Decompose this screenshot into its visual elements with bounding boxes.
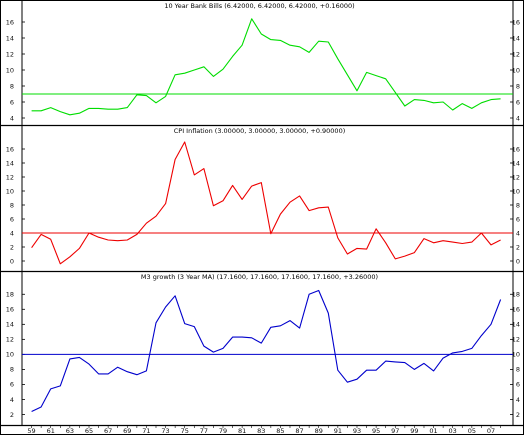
x-tick-label: 81 xyxy=(238,427,246,435)
x-tick-label: 89 xyxy=(315,427,323,435)
x-tick-label: 75 xyxy=(181,427,189,435)
y-tick-label-left: 8 xyxy=(10,366,14,374)
panel-2: CPI Inflation (3.00000, 3.00000, 3.00000… xyxy=(0,124,524,271)
y-tick-label-left: 10 xyxy=(6,351,14,359)
y-tick-label-left: 2 xyxy=(10,411,14,419)
series-line xyxy=(31,18,501,116)
y-tick-label-left: 14 xyxy=(6,34,14,42)
y-tick-label-left: 12 xyxy=(6,173,14,181)
y-tick-label-right: 18 xyxy=(512,291,520,299)
y-tick-label-right: 2 xyxy=(516,411,520,419)
y-tick-label-right: 16 xyxy=(512,18,520,26)
y-tick-label-right: 16 xyxy=(512,306,520,314)
y-tick-label-left: 14 xyxy=(6,321,14,329)
y-tick-label-right: 12 xyxy=(512,336,520,344)
y-tick-label-right: 6 xyxy=(516,381,520,389)
panel-title: 10 Year Bank Bills (6.42000, 6.42000, 6.… xyxy=(164,2,354,10)
y-tick-label-right: 14 xyxy=(512,34,520,42)
x-tick-label: 01 xyxy=(429,427,437,435)
series-line xyxy=(31,289,502,412)
y-tick-label-right: 0 xyxy=(516,257,520,265)
series-line xyxy=(31,141,501,265)
y-tick-label-right: 8 xyxy=(516,366,520,374)
y-tick-label-right: 6 xyxy=(516,215,520,223)
y-tick-label-right: 2 xyxy=(516,243,520,251)
x-tick-label: 95 xyxy=(372,427,380,435)
y-tick-label-left: 4 xyxy=(10,114,14,122)
y-tick-label-right: 8 xyxy=(516,201,520,209)
y-tick-label-right: 10 xyxy=(512,351,520,359)
y-tick-label-left: 12 xyxy=(6,336,14,344)
x-tick-label: 91 xyxy=(334,427,342,435)
y-tick-label-left: 16 xyxy=(6,18,14,26)
y-tick-label-right: 16 xyxy=(512,145,520,153)
x-tick-label: 99 xyxy=(410,427,418,435)
x-tick-label: 83 xyxy=(257,427,265,435)
x-tick-label: 79 xyxy=(219,427,227,435)
x-tick-label: 77 xyxy=(200,427,208,435)
panel-3: M3 growth (3 Year MA) (17.1600, 17.1600,… xyxy=(0,270,524,425)
y-tick-label-right: 6 xyxy=(516,98,520,106)
y-tick-label-right: 14 xyxy=(512,321,520,329)
x-axis: 59 61 63 65 67 69 71 73 75 77 79 81 83 85 87 89 91 93 95 97… xyxy=(0,424,524,435)
y-tick-label-left: 10 xyxy=(6,187,14,195)
x-tick-label: 85 xyxy=(276,427,284,435)
y-tick-label-right: 14 xyxy=(512,159,520,167)
x-tick-label: 71 xyxy=(142,427,150,435)
y-tick-label-right: 4 xyxy=(516,114,520,122)
y-tick-label-left: 8 xyxy=(10,201,14,209)
y-tick-label-right: 8 xyxy=(516,82,520,90)
y-tick-label-right: 10 xyxy=(512,66,520,74)
y-tick-label-left: 10 xyxy=(6,66,14,74)
y-tick-label-right: 12 xyxy=(512,173,520,181)
y-tick-label-left: 2 xyxy=(10,243,14,251)
panel-title: M3 growth (3 Year MA) (17.1600, 17.1600,… xyxy=(141,273,378,281)
x-tick-label: 63 xyxy=(66,427,74,435)
y-tick-label-left: 6 xyxy=(10,98,14,106)
x-tick-label: 69 xyxy=(123,427,131,435)
panel-title: CPI Inflation (3.00000, 3.00000, 3.00000… xyxy=(174,127,346,135)
x-tick-label: 87 xyxy=(295,427,303,435)
y-tick-label-left: 16 xyxy=(6,306,14,314)
x-tick-label: 65 xyxy=(85,427,93,435)
y-tick-label-right: 4 xyxy=(516,229,520,237)
y-tick-label-right: 12 xyxy=(512,50,520,58)
y-tick-label-left: 0 xyxy=(10,257,14,265)
x-tick-label: 93 xyxy=(353,427,361,435)
x-tick-label: 61 xyxy=(47,427,55,435)
x-tick-label: 67 xyxy=(104,427,112,435)
y-tick-label-left: 12 xyxy=(6,50,14,58)
x-tick-label: 59 xyxy=(27,427,35,435)
y-tick-label-left: 16 xyxy=(6,145,14,153)
y-tick-label-left: 4 xyxy=(10,229,14,237)
y-tick-label-left: 4 xyxy=(10,396,14,404)
x-tick-label: 73 xyxy=(161,427,169,435)
y-tick-label-left: 6 xyxy=(10,215,14,223)
x-tick-label: 05 xyxy=(468,427,476,435)
y-tick-label-left: 6 xyxy=(10,381,14,389)
x-tick-label: 97 xyxy=(391,427,399,435)
panel-1: 10 Year Bank Bills (6.42000, 6.42000, 6.… xyxy=(6,0,520,125)
y-tick-label-right: 10 xyxy=(512,187,520,195)
x-tick-label: 07 xyxy=(487,427,495,435)
y-tick-label-left: 14 xyxy=(6,159,14,167)
y-tick-label-left: 18 xyxy=(6,291,14,299)
y-tick-label-left: 8 xyxy=(10,82,14,90)
y-tick-label-right: 4 xyxy=(516,396,520,404)
x-tick-label: 03 xyxy=(449,427,457,435)
